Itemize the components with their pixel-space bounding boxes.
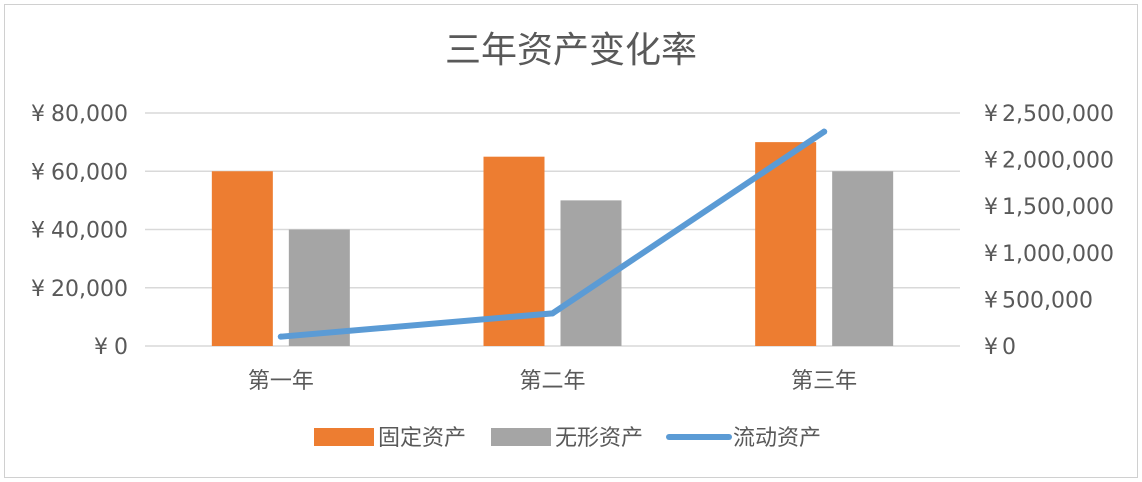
- right-tick-label-3: ¥1,500,000: [984, 195, 1114, 220]
- left-tick-label-3: ¥60,000: [31, 160, 128, 185]
- bar-1-2: [832, 171, 894, 346]
- right-tick-label-1: ¥500,000: [984, 288, 1093, 313]
- right-axis-ticks: ¥0 ¥ 500,000 ¥ 1,000,000 ¥ 1,500,000 ¥ 2,000,000…: [984, 102, 1114, 360]
- line-point-0-2: [821, 128, 828, 135]
- legend-swatch-1: [491, 428, 551, 446]
- category-label-1: 第二年: [519, 369, 585, 394]
- legend-label-0: 固定资产: [378, 426, 466, 451]
- chart-title: 三年资产变化率: [445, 30, 697, 71]
- legend-label-2: 流动资产: [733, 426, 821, 451]
- right-tick-label-5: ¥2,500,000: [984, 102, 1114, 127]
- left-tick-label-2: ¥40,000: [31, 219, 128, 244]
- line-series: [277, 128, 828, 340]
- category-label-2: 第三年: [791, 369, 857, 394]
- left-tick-label-4: ¥80,000: [31, 102, 128, 127]
- bar-1-0: [288, 229, 350, 346]
- bar-0-0: [211, 171, 273, 346]
- line-point-0-1: [549, 310, 556, 317]
- legend-swatch-0: [314, 428, 374, 446]
- left-axis-ticks: ¥0 ¥ 20,000 ¥ 40,000 ¥ 60,000 ¥ 80,000: [31, 102, 128, 360]
- category-label-0: 第一年: [248, 369, 314, 394]
- gridlines: [145, 112, 960, 347]
- category-labels: 第一年 第二年 第三年: [248, 369, 857, 394]
- bars: [211, 142, 894, 346]
- right-tick-label-4: ¥2,000,000: [984, 149, 1114, 174]
- legend-label-1: 无形资产: [555, 426, 643, 451]
- line-0: [277, 128, 828, 340]
- legend: 固定资产 无形资产 流动资产: [314, 426, 821, 451]
- line-point-0-0: [277, 333, 284, 340]
- left-tick-label-0: ¥0: [94, 335, 128, 360]
- right-tick-label-0: ¥0: [984, 335, 1016, 360]
- bar-0-2: [755, 142, 817, 346]
- left-tick-label-1: ¥20,000: [31, 277, 128, 302]
- right-tick-label-2: ¥1,000,000: [984, 242, 1114, 267]
